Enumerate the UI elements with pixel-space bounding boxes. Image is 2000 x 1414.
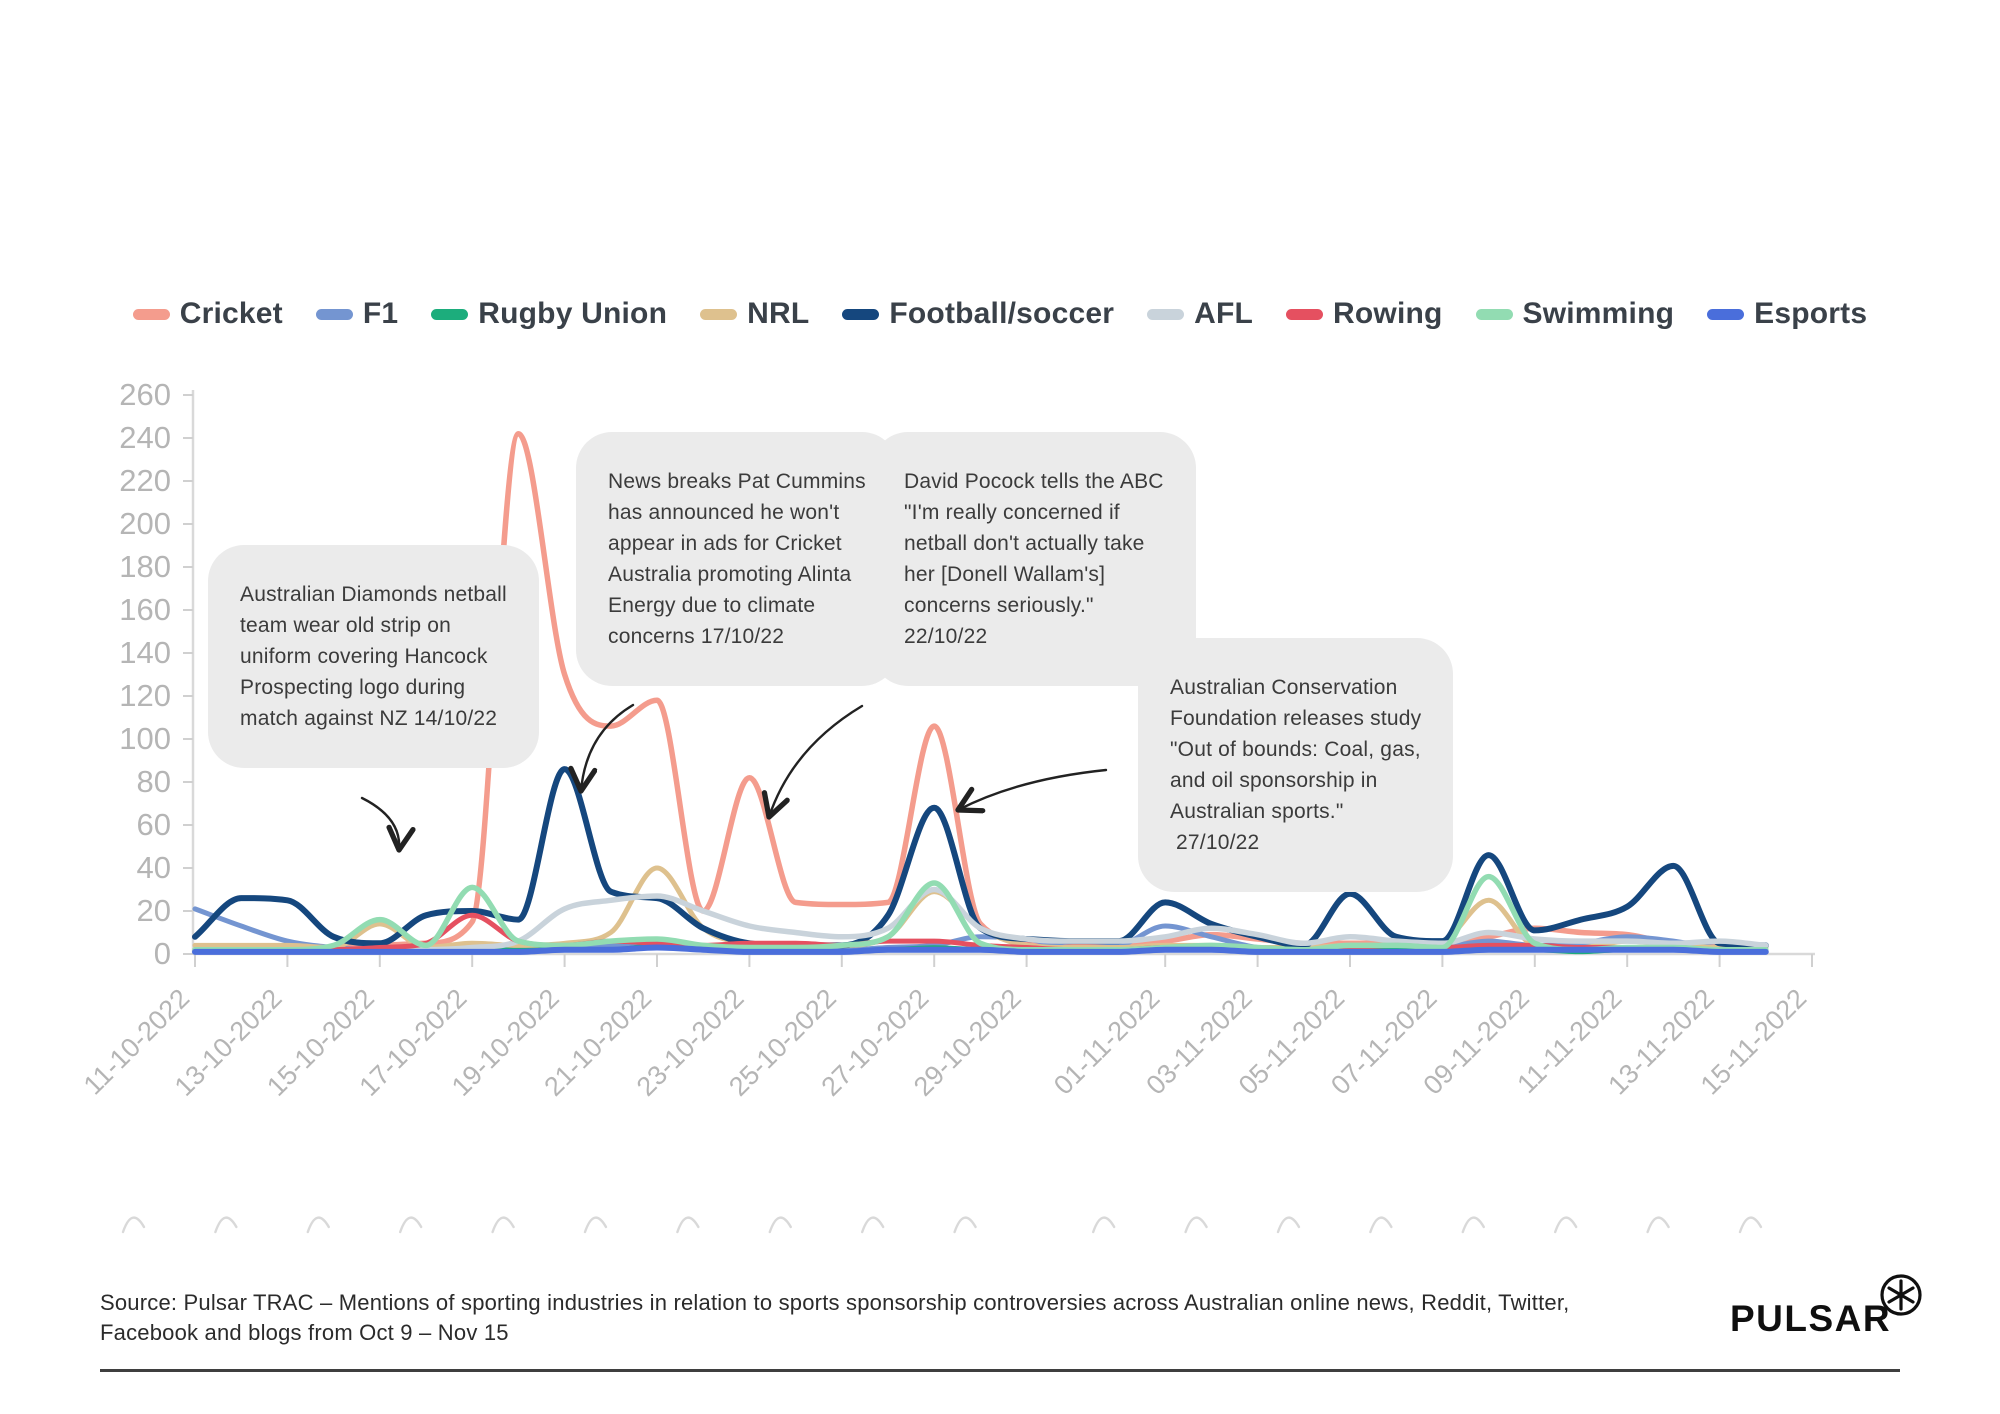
y-axis-label: 140 bbox=[119, 635, 171, 670]
series-line-football-soccer bbox=[192, 766, 1769, 949]
y-axis-label: 200 bbox=[119, 506, 171, 541]
y-axis-label: 160 bbox=[119, 592, 171, 627]
annotation-bubble-david-pocock: David Pocock tells the ABC "I'm really c… bbox=[872, 432, 1196, 686]
legend-item-cricket: Cricket bbox=[132, 297, 283, 331]
legend-label: Cricket bbox=[179, 297, 283, 330]
annotation-bubble-acf-study: Australian Conservation Foundation relea… bbox=[1138, 638, 1454, 892]
pulsar-logo-text: PULSAR bbox=[1730, 1298, 1892, 1339]
legend-label: NRL bbox=[747, 297, 810, 330]
legend-label: Rowing bbox=[1333, 297, 1443, 330]
legend-swatch-icon bbox=[1707, 308, 1745, 320]
y-axis-label: 180 bbox=[119, 549, 171, 584]
legend-swatch-icon bbox=[700, 308, 738, 320]
axis-artifact-row bbox=[121, 1216, 1763, 1234]
pulsar-logo: PULSAR bbox=[1730, 1272, 1930, 1342]
annotation-arrow-3 bbox=[769, 704, 864, 817]
series-line-swimming bbox=[192, 873, 1769, 953]
y-axis-label: 260 bbox=[119, 377, 171, 412]
legend-item-swimming: Swimming bbox=[1475, 297, 1675, 331]
annotation-bubble-pat-cummins: News breaks Pat Cummins has announced he… bbox=[576, 432, 898, 686]
y-axis-label: 240 bbox=[119, 420, 171, 455]
annotation-bubble-diamonds-netball: Australian Diamonds netball team wear ol… bbox=[208, 545, 539, 768]
y-axis-label: 40 bbox=[137, 850, 171, 885]
legend-item-rowing: Rowing bbox=[1286, 297, 1443, 331]
y-axis-label: 120 bbox=[119, 678, 171, 713]
legend-label: Football/soccer bbox=[889, 297, 1115, 330]
legend-label: Rugby Union bbox=[478, 297, 668, 330]
footer-divider bbox=[100, 1369, 1900, 1372]
chart-legend: Cricket F1 Rugby Union NRL Football/soccer AF… bbox=[0, 292, 2000, 336]
legend-swatch-icon bbox=[431, 308, 469, 320]
y-axis-label: 80 bbox=[137, 764, 171, 799]
legend-label: F1 bbox=[362, 297, 399, 330]
legend-swatch-icon bbox=[1147, 308, 1185, 320]
legend-item-f1: F1 bbox=[315, 297, 399, 331]
series-line-afl bbox=[192, 886, 1769, 953]
y-axis-label: 100 bbox=[119, 721, 171, 756]
y-axis-label: 20 bbox=[137, 893, 171, 928]
source-caption: Source: Pulsar TRAC – Mentions of sporti… bbox=[100, 1290, 1570, 1345]
legend-swatch-icon bbox=[842, 308, 880, 320]
y-axis-label: 60 bbox=[137, 807, 171, 842]
legend-label: AFL bbox=[1194, 297, 1254, 330]
legend-swatch-icon bbox=[1286, 308, 1324, 320]
legend-swatch-icon bbox=[315, 308, 353, 320]
y-axis-label: 220 bbox=[119, 463, 171, 498]
y-axis-label: 0 bbox=[154, 936, 171, 971]
chart-series bbox=[192, 430, 1769, 955]
annotation-arrow-2 bbox=[581, 703, 635, 791]
legend-label: Swimming bbox=[1522, 297, 1675, 330]
legend-item-esports: Esports bbox=[1707, 297, 1867, 331]
annotation-arrow-4 bbox=[958, 768, 1108, 810]
legend-item-afl: AFL bbox=[1147, 297, 1253, 331]
pulsar-asterisk-icon bbox=[1880, 1274, 1922, 1316]
annotation-arrows bbox=[360, 703, 1108, 850]
legend-swatch-icon bbox=[1475, 308, 1513, 320]
legend-item-football-soccer: Football/soccer bbox=[842, 297, 1114, 331]
legend-item-nrl: NRL bbox=[700, 297, 809, 331]
annotation-arrow-1 bbox=[360, 796, 399, 850]
legend-item-rugby-union: Rugby Union bbox=[431, 297, 667, 331]
legend-swatch-icon bbox=[132, 308, 170, 320]
legend-label: Esports bbox=[1754, 297, 1868, 330]
series-line-esports bbox=[192, 944, 1769, 955]
